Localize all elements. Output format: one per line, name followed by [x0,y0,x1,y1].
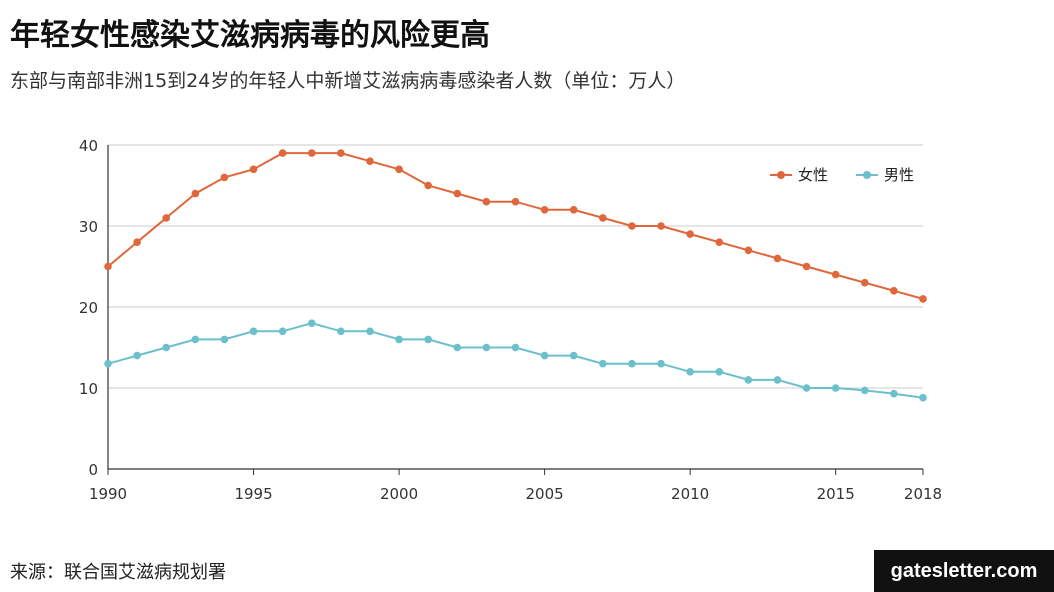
data-point-female-2011 [715,238,724,246]
source-note: 来源：联合国艾滋病规划署 [10,562,226,583]
data-point-male-2016 [860,386,869,395]
brand-link[interactable]: gatesletter.com [874,550,1054,592]
data-point-female-2003 [482,197,491,206]
x-tick-label-2010: 2010 [671,485,709,503]
data-point-female-2012 [744,246,753,255]
y-tick-label-10: 10 [79,380,98,398]
data-point-male-2010 [686,368,694,376]
data-point-female-1998 [337,149,345,157]
data-point-male-1999 [366,327,374,336]
data-point-female-2006 [569,206,578,214]
chart-subtitle: 东部与南部非洲15到24岁的年轻人中新增艾滋病病毒感染者人数（单位：万人） [10,70,686,92]
y-tick-label-20: 20 [79,299,98,317]
y-tick-label-0: 0 [88,461,98,479]
data-point-male-1994 [220,335,229,344]
data-point-male-2011 [715,368,724,376]
x-tick-label-2005: 2005 [526,485,564,503]
data-point-male-2013 [773,376,782,384]
data-point-male-2014 [802,384,811,392]
data-point-male-2015 [831,384,840,392]
data-point-female-2010 [686,230,694,238]
data-point-male-1996 [278,327,287,336]
data-point-female-2013 [773,254,782,263]
data-point-female-2009 [657,222,665,230]
data-point-male-1993 [191,335,200,344]
y-tick-labels: 0 10 20 30 40 [79,137,98,479]
data-point-male-1995 [249,327,258,336]
series-points [104,149,927,402]
x-tick-label-2015: 2015 [817,485,855,503]
data-point-female-2001 [424,181,432,190]
data-point-male-2005 [540,351,549,360]
data-point-female-2014 [802,262,811,271]
data-point-female-1996 [278,149,287,157]
x-tick-labels: 1990 1995 2000 2005 2010 2015 2018 [89,485,942,503]
data-point-female-2007 [599,214,607,222]
data-point-male-1998 [337,327,345,336]
x-tick-label-1995: 1995 [234,485,272,503]
y-tick-label-30: 30 [79,218,98,236]
data-point-female-1999 [366,157,374,165]
data-point-male-2006 [569,351,578,360]
data-point-male-2017 [890,389,898,398]
legend-label-male: 男性 [884,166,915,184]
data-point-female-1991 [133,238,141,246]
x-tick-label-2000: 2000 [380,485,418,503]
data-point-male-2007 [599,359,607,368]
data-point-male-2012 [744,376,753,384]
series-lines [107,152,924,399]
data-point-male-2001 [424,335,432,344]
y-tick-label-40: 40 [79,137,98,155]
data-point-female-1995 [249,165,258,174]
data-point-female-2018 [919,295,927,303]
legend: 女性 男性 [770,164,914,185]
data-point-male-1991 [133,351,141,360]
data-point-male-1992 [162,343,171,352]
data-point-male-2003 [482,343,491,352]
data-point-male-2004 [511,343,520,352]
data-point-female-2017 [890,287,898,295]
series-line-male [107,322,924,399]
data-point-female-2008 [628,222,636,230]
legend-item-male: 男性 [856,164,914,185]
data-point-female-1993 [191,189,200,198]
data-point-male-2000 [395,335,403,344]
data-point-male-1990 [104,359,112,368]
data-point-female-2000 [395,165,403,174]
data-point-female-2002 [453,189,462,198]
data-point-male-2018 [919,393,927,402]
data-point-male-2002 [453,343,462,352]
legend-item-female: 女性 [770,164,828,185]
x-tick-label-1990: 1990 [89,485,127,503]
grid-lines [108,144,923,389]
chart-title: 年轻女性感染艾滋病病毒的风险更高 [10,18,490,53]
data-point-female-1994 [220,173,229,182]
legend-swatch-female [770,169,792,181]
data-point-male-2008 [628,359,636,368]
data-point-female-1997 [307,149,316,157]
data-point-female-2005 [540,206,549,214]
data-point-female-2015 [831,270,840,279]
data-point-female-1990 [104,262,112,271]
data-point-female-1992 [162,214,171,222]
x-tick-label-2018: 2018 [904,485,942,503]
legend-swatch-male [856,169,879,181]
data-point-male-2009 [657,359,665,368]
data-point-female-2016 [860,278,869,287]
data-point-female-2004 [511,197,520,206]
data-point-male-1997 [307,319,316,328]
axes [107,145,924,475]
legend-label-female: 女性 [798,166,829,184]
